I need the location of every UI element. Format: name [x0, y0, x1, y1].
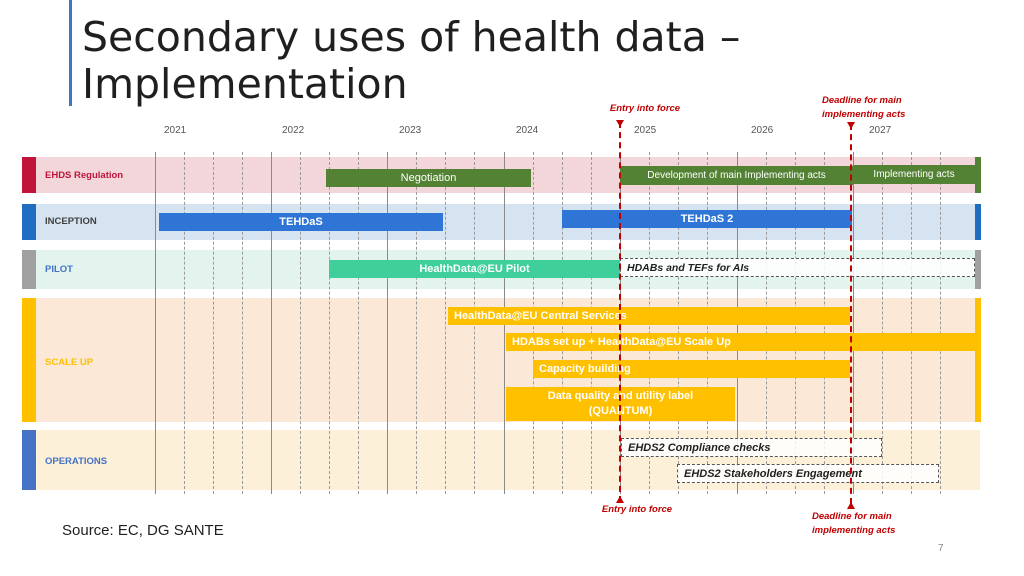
lane-label-regulation: EHDS Regulation: [45, 170, 124, 181]
gridline-2022: [271, 152, 272, 494]
lane-scaleup-accent: [22, 298, 36, 422]
page-title: Secondary uses of health data – Implemen…: [82, 14, 740, 108]
milestone-entry-bottom-arrow: [616, 496, 624, 503]
lane-operations-accent: [22, 430, 36, 490]
gridline-q: [882, 152, 883, 494]
page-title-line-2: Implementation: [82, 60, 408, 108]
task-hdabs-tefs: HDABs and TEFs for AIs: [620, 258, 975, 277]
lane-scaleup-end: [975, 298, 981, 422]
lane-regulation-accent: [22, 157, 36, 193]
milestone-deadline-line: [850, 124, 852, 504]
milestone-deadline-top-line-1: Deadline for main: [822, 95, 902, 106]
lane-pilot-end: [975, 250, 981, 289]
title-accent-bar: [69, 0, 72, 106]
lane-pilot-accent: [22, 250, 36, 289]
gridline-q: [329, 152, 330, 494]
year-label-2027: 2027: [869, 125, 892, 136]
milestone-entry-line: [619, 122, 621, 502]
gridline-2023: [387, 152, 388, 494]
lane-inception-end: [975, 204, 981, 240]
lane-label-scaleup: SCALE UP: [45, 357, 94, 368]
milestone-deadline-bottom-label: Deadline for main implementing acts: [812, 510, 927, 538]
lane-label-operations: OPERATIONS: [45, 456, 108, 467]
task-development-implementing-acts: Development of main Implementing acts: [620, 166, 853, 185]
task-tehdas-2: TEHDaS 2: [562, 210, 852, 228]
task-implementing-acts: Implementing acts: [853, 165, 975, 184]
page-title-line-1: Secondary uses of health data –: [82, 13, 741, 61]
gridline-q: [184, 152, 185, 494]
source-caption: Source: EC, DG SANTE: [62, 522, 224, 539]
year-label-2021: 2021: [164, 125, 187, 136]
task-compliance-checks: EHDS2 Compliance checks: [621, 438, 882, 457]
milestone-entry-bottom-label: Entry into force: [601, 504, 673, 515]
lane-inception-accent: [22, 204, 36, 240]
milestone-deadline-bottom-arrow: [847, 502, 855, 509]
gridline-q: [911, 152, 912, 494]
gridline-q: [358, 152, 359, 494]
year-label-2025: 2025: [634, 125, 657, 136]
year-label-2024: 2024: [516, 125, 539, 136]
lane-regulation-end: [975, 157, 981, 193]
lane-label-inception: INCEPTION: [45, 216, 97, 227]
gridline-2021: [155, 152, 156, 494]
gridline-q: [242, 152, 243, 494]
gridline-q: [416, 152, 417, 494]
milestone-deadline-bottom-line-2: implementing acts: [812, 525, 896, 536]
task-tehdas: TEHDaS: [159, 213, 443, 231]
task-capacity-building: Capacity building: [533, 360, 850, 378]
gridline-2027: [853, 152, 854, 494]
lane-label-pilot: PILOT: [45, 264, 73, 275]
milestone-deadline-top-line-2: implementing acts: [822, 109, 906, 120]
gridline-q: [940, 152, 941, 494]
year-label-2023: 2023: [399, 125, 422, 136]
task-hdabs-setup: HDABs set up + HealthData@EU Scale Up: [506, 333, 978, 351]
gridline-q: [445, 152, 446, 494]
milestone-entry-top-label: Entry into force: [609, 103, 681, 114]
task-negotiation: Negotiation: [326, 169, 531, 187]
milestone-deadline-bottom-line-1: Deadline for main: [812, 511, 892, 522]
gridline-q: [213, 152, 214, 494]
task-healthdata-pilot: HealthData@EU Pilot: [329, 260, 620, 278]
milestone-deadline-top-label: Deadline for main implementing acts: [822, 94, 937, 122]
gridline-q: [300, 152, 301, 494]
year-label-2022: 2022: [282, 125, 305, 136]
page-number: 7: [938, 543, 944, 554]
task-stakeholders-engagement: EHDS2 Stakeholders Engagement: [677, 464, 939, 483]
year-label-2026: 2026: [751, 125, 774, 136]
task-central-services: HealthData@EU Central Services: [448, 307, 850, 325]
